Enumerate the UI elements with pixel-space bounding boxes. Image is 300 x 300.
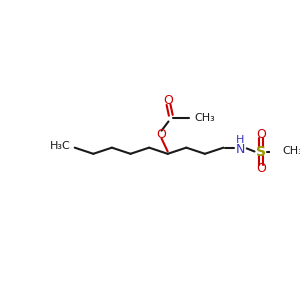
Text: O: O xyxy=(164,94,173,107)
Text: H: H xyxy=(236,135,245,145)
Text: O: O xyxy=(256,162,266,175)
Text: O: O xyxy=(157,128,166,141)
Text: N: N xyxy=(236,143,245,156)
Text: S: S xyxy=(256,145,266,158)
Text: O: O xyxy=(256,128,266,141)
Text: H₃C: H₃C xyxy=(50,141,71,151)
Text: CH₃: CH₃ xyxy=(195,112,216,123)
Text: CH₃: CH₃ xyxy=(282,146,300,157)
